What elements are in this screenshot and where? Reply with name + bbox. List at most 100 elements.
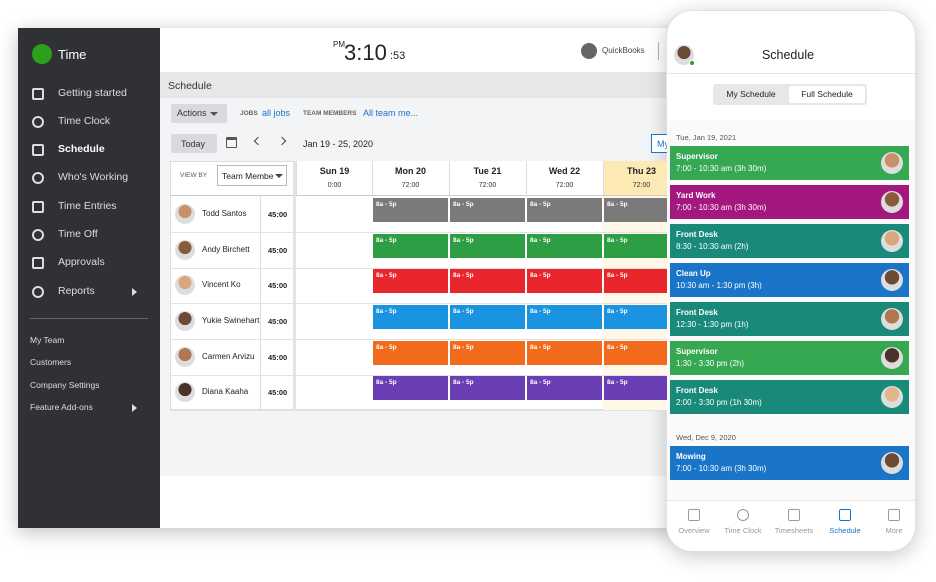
shift-block[interactable]: 8a - 5p	[450, 198, 525, 222]
nav-item[interactable]: Time Off	[58, 228, 98, 240]
shift-block[interactable]: 8a - 5p	[527, 269, 602, 293]
nav-item[interactable]: Who's Working	[58, 171, 129, 183]
shift-block[interactable]: 8a - 5p	[373, 269, 448, 293]
shift-block[interactable]: 8a - 5p	[450, 305, 525, 329]
member-hours: 45:00	[268, 317, 288, 326]
shift-block[interactable]: 8a - 5p	[527, 234, 602, 258]
shift-block[interactable]: 8a - 5p	[527, 376, 602, 400]
day-name: Mon 20	[394, 166, 426, 176]
shift-block[interactable]: 8a - 5p	[373, 305, 448, 329]
day-header	[526, 161, 603, 195]
nav-item[interactable]: Schedule	[58, 143, 105, 155]
nav-item[interactable]: Customers	[30, 357, 72, 367]
row-divider	[170, 232, 678, 233]
nav-item[interactable]: Feature Add-ons	[30, 402, 93, 412]
day-hours: 72:00	[478, 182, 497, 189]
shift-block[interactable]: 8a - 5p	[604, 341, 676, 365]
shift-title: Supervisor	[676, 347, 718, 356]
caret	[275, 174, 283, 178]
view-dropdown[interactable]: Team Membe	[217, 165, 287, 186]
shift-block[interactable]: 8a - 5p	[373, 376, 448, 400]
nav-icon[interactable]	[737, 509, 749, 521]
nav-item[interactable]: Getting started	[58, 87, 127, 99]
shift-card[interactable]	[670, 446, 909, 480]
shift-card[interactable]	[670, 341, 909, 375]
member-name: Carmen Arvizu	[202, 352, 255, 361]
shift-block[interactable]: 8a - 5p	[373, 234, 448, 258]
nav-icon[interactable]	[788, 509, 800, 521]
panel-title: Schedule	[168, 80, 212, 92]
nav-label[interactable]: Timesheets	[774, 526, 814, 535]
day-header	[372, 161, 449, 195]
nav-icon	[32, 201, 44, 213]
member-hours: 45:00	[268, 210, 288, 219]
shift-card[interactable]	[670, 380, 909, 414]
shift-time: 2:00 - 3:30 pm (1h 30m)	[676, 398, 762, 407]
shift-block[interactable]: 8a - 5p	[604, 198, 676, 222]
nav-icon[interactable]	[688, 509, 700, 521]
date-label: Wed, Dec 9, 2020	[676, 433, 736, 442]
shift-title: Supervisor	[676, 152, 718, 161]
shift-time: 8:30 - 10:30 am (2h)	[676, 242, 749, 251]
actions-button[interactable]: Actions	[171, 104, 227, 123]
product-name: QuickBooks	[602, 46, 645, 55]
status-dot	[689, 60, 695, 66]
nav-icon[interactable]	[839, 509, 851, 521]
divider	[667, 73, 915, 74]
shift-block[interactable]: 8a - 5p	[604, 269, 676, 293]
nav-item[interactable]: Reports	[58, 285, 95, 297]
shift-card[interactable]	[670, 224, 909, 258]
today-column	[603, 195, 678, 410]
shift-block[interactable]: 8a - 5p	[604, 305, 676, 329]
shift-card[interactable]	[670, 263, 909, 297]
shift-block[interactable]: 8a - 5p	[373, 198, 448, 222]
shift-card[interactable]	[670, 185, 909, 219]
nav-label[interactable]: More	[885, 526, 903, 535]
shift-block[interactable]: 8a - 5p	[450, 376, 525, 400]
date-label: Tue, Jan 19, 2021	[676, 133, 737, 142]
divider	[170, 195, 678, 196]
shift-block[interactable]: 8a - 5p	[373, 341, 448, 365]
schedule-bar	[160, 72, 678, 98]
shift-card[interactable]	[670, 146, 909, 180]
nav-label[interactable]: Schedule	[829, 526, 861, 535]
nav-label[interactable]: Time Clock	[724, 526, 762, 535]
nav-item[interactable]: Time Clock	[58, 115, 111, 127]
chevron	[132, 404, 137, 412]
calendar-icon[interactable]	[226, 137, 237, 148]
shift-block[interactable]: 8a - 5p	[604, 376, 676, 400]
divider	[658, 42, 659, 60]
shift-block[interactable]: 8a - 5p	[604, 234, 676, 258]
nav-label[interactable]: Overview	[678, 526, 710, 535]
filter-value[interactable]: All team me...	[363, 108, 419, 118]
avatar	[175, 240, 195, 260]
shift-card[interactable]	[670, 302, 909, 336]
nav-item[interactable]: Company Settings	[30, 380, 100, 390]
product-logo	[581, 43, 597, 59]
shift-time: 1:30 - 3:30 pm (2h)	[676, 359, 745, 368]
shift-block[interactable]: 8a - 5p	[527, 305, 602, 329]
day-name: Sun 19	[319, 166, 350, 176]
nav-item[interactable]: Time Entries	[58, 200, 117, 212]
member-name: Todd Santos	[202, 209, 247, 218]
today-button[interactable]: Today	[171, 134, 217, 153]
avatar	[175, 382, 195, 402]
shift-block[interactable]: 8a - 5p	[450, 234, 525, 258]
shift-time: 7:00 - 10:30 am (3h 30m)	[676, 164, 767, 173]
shift-block[interactable]: 8a - 5p	[527, 198, 602, 222]
tab[interactable]: Full Schedule	[789, 86, 865, 103]
shift-block[interactable]: 8a - 5p	[450, 341, 525, 365]
shift-block[interactable]: 8a - 5p	[527, 341, 602, 365]
tab[interactable]: My Schedule	[726, 89, 776, 99]
nav-icon[interactable]	[888, 509, 900, 521]
filter-value[interactable]: all jobs	[262, 108, 291, 118]
nav-icon	[32, 116, 44, 128]
nav-item[interactable]: Approvals	[58, 256, 105, 268]
member-name: Andy Birchett	[202, 245, 250, 254]
shift-block[interactable]: 8a - 5p	[450, 269, 525, 293]
nav-item[interactable]: My Team	[30, 335, 65, 345]
member-hours: 45:00	[268, 388, 288, 397]
avatar	[881, 347, 903, 369]
nav-icon	[32, 144, 44, 156]
